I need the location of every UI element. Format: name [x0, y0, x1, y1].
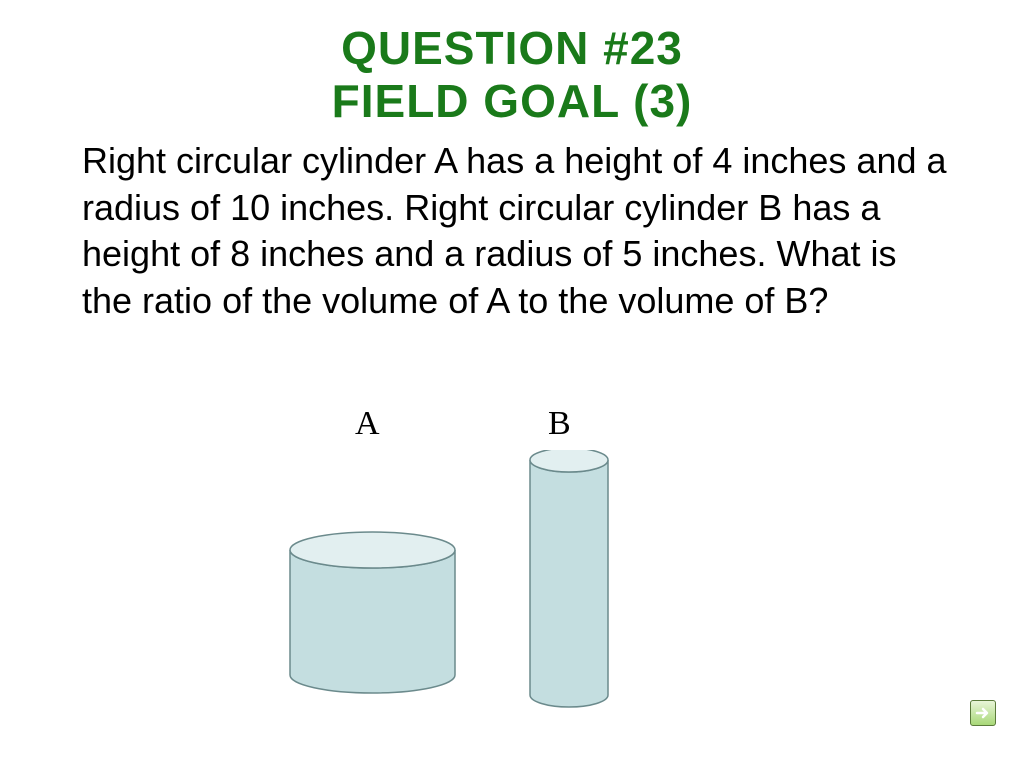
cylinders-diagram: [0, 450, 1024, 755]
title-line-2: FIELD GOAL (3): [0, 75, 1024, 128]
cylinder-b: [530, 450, 608, 707]
title-line-1: QUESTION #23: [0, 22, 1024, 75]
label-a: A: [355, 405, 380, 443]
question-text: Right circular cylinder A has a height o…: [0, 128, 1024, 325]
next-button[interactable]: [970, 700, 996, 726]
label-b: B: [548, 405, 571, 443]
cylinder-a: [290, 532, 455, 693]
cylinders-svg: [0, 450, 1024, 750]
slide-title: QUESTION #23 FIELD GOAL (3): [0, 0, 1024, 128]
arrow-right-icon: [975, 705, 991, 721]
